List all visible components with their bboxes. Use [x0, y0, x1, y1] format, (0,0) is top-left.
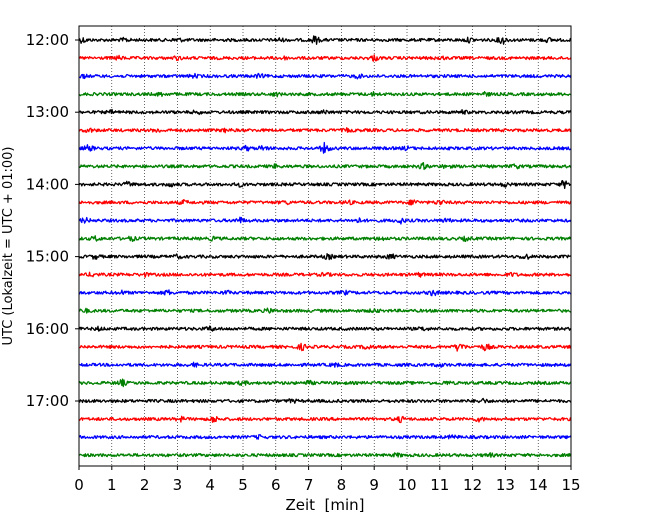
x-tick-label-5: 5	[238, 476, 248, 494]
y-tick-label-3: 15:00	[26, 248, 69, 266]
x-tick-label-1: 1	[107, 476, 117, 494]
x-tick-label-9: 9	[369, 476, 379, 494]
trace-1215	[78, 54, 572, 62]
y-axis-ticks: 12:00 13:00 14:00 15:00 16:00 17:00	[26, 31, 79, 410]
x-tick-label-13: 13	[496, 476, 515, 494]
trace-1500	[78, 253, 572, 261]
trace-1545	[79, 307, 572, 314]
x-tick-label-14: 14	[529, 476, 548, 494]
x-tick-label-2: 2	[140, 476, 150, 494]
trace-1615	[78, 342, 572, 352]
seismic-traces	[78, 35, 572, 458]
trace-1645	[78, 378, 572, 388]
trace-1430	[78, 216, 572, 225]
trace-1400	[78, 179, 572, 190]
y-tick-label-5: 17:00	[26, 392, 69, 410]
trace-1715	[78, 415, 572, 424]
x-tick-label-8: 8	[337, 476, 347, 494]
x-tick-label-10: 10	[397, 476, 416, 494]
y-tick-label-1: 13:00	[26, 103, 69, 121]
trace-1530	[78, 289, 572, 297]
plot-frame	[78, 25, 572, 467]
trace-1330	[78, 141, 572, 154]
trace-1600	[78, 325, 572, 332]
trace-1745	[78, 452, 572, 458]
x-tick-label-7: 7	[304, 476, 314, 494]
trace-1245	[78, 91, 572, 98]
x-tick-label-15: 15	[561, 476, 580, 494]
trace-1415	[78, 198, 572, 206]
y-tick-label-0: 12:00	[26, 31, 69, 49]
x-tick-label-6: 6	[271, 476, 281, 494]
y-axis-title: UTC (Lokalzeit = UTC + 01:00)	[1, 147, 16, 346]
x-tick-label-0: 0	[74, 476, 84, 494]
y-tick-label-2: 14:00	[26, 175, 69, 193]
trace-1730	[78, 433, 572, 440]
x-axis-title: Zeit [min]	[285, 496, 364, 514]
trace-1345	[78, 162, 572, 171]
trace-1230	[78, 72, 572, 80]
plot-background	[79, 26, 571, 466]
trace-1300	[78, 108, 572, 116]
trace-1630	[78, 361, 572, 368]
trace-1515	[78, 271, 572, 278]
x-tick-label-12: 12	[463, 476, 482, 494]
x-axis-ticks: 0 1 2 3 4 5 6 7 8 9 10 11 12 13 14 15	[74, 466, 581, 494]
x-tick-label-3: 3	[173, 476, 183, 494]
trace-1700	[78, 397, 572, 404]
trace-1315	[78, 127, 572, 134]
grid-lines	[111, 26, 539, 466]
x-tick-label-4: 4	[205, 476, 215, 494]
trace-1445	[78, 235, 572, 243]
y-tick-label-4: 16:00	[26, 320, 69, 338]
x-tick-label-11: 11	[430, 476, 449, 494]
trace-1200	[78, 35, 572, 45]
